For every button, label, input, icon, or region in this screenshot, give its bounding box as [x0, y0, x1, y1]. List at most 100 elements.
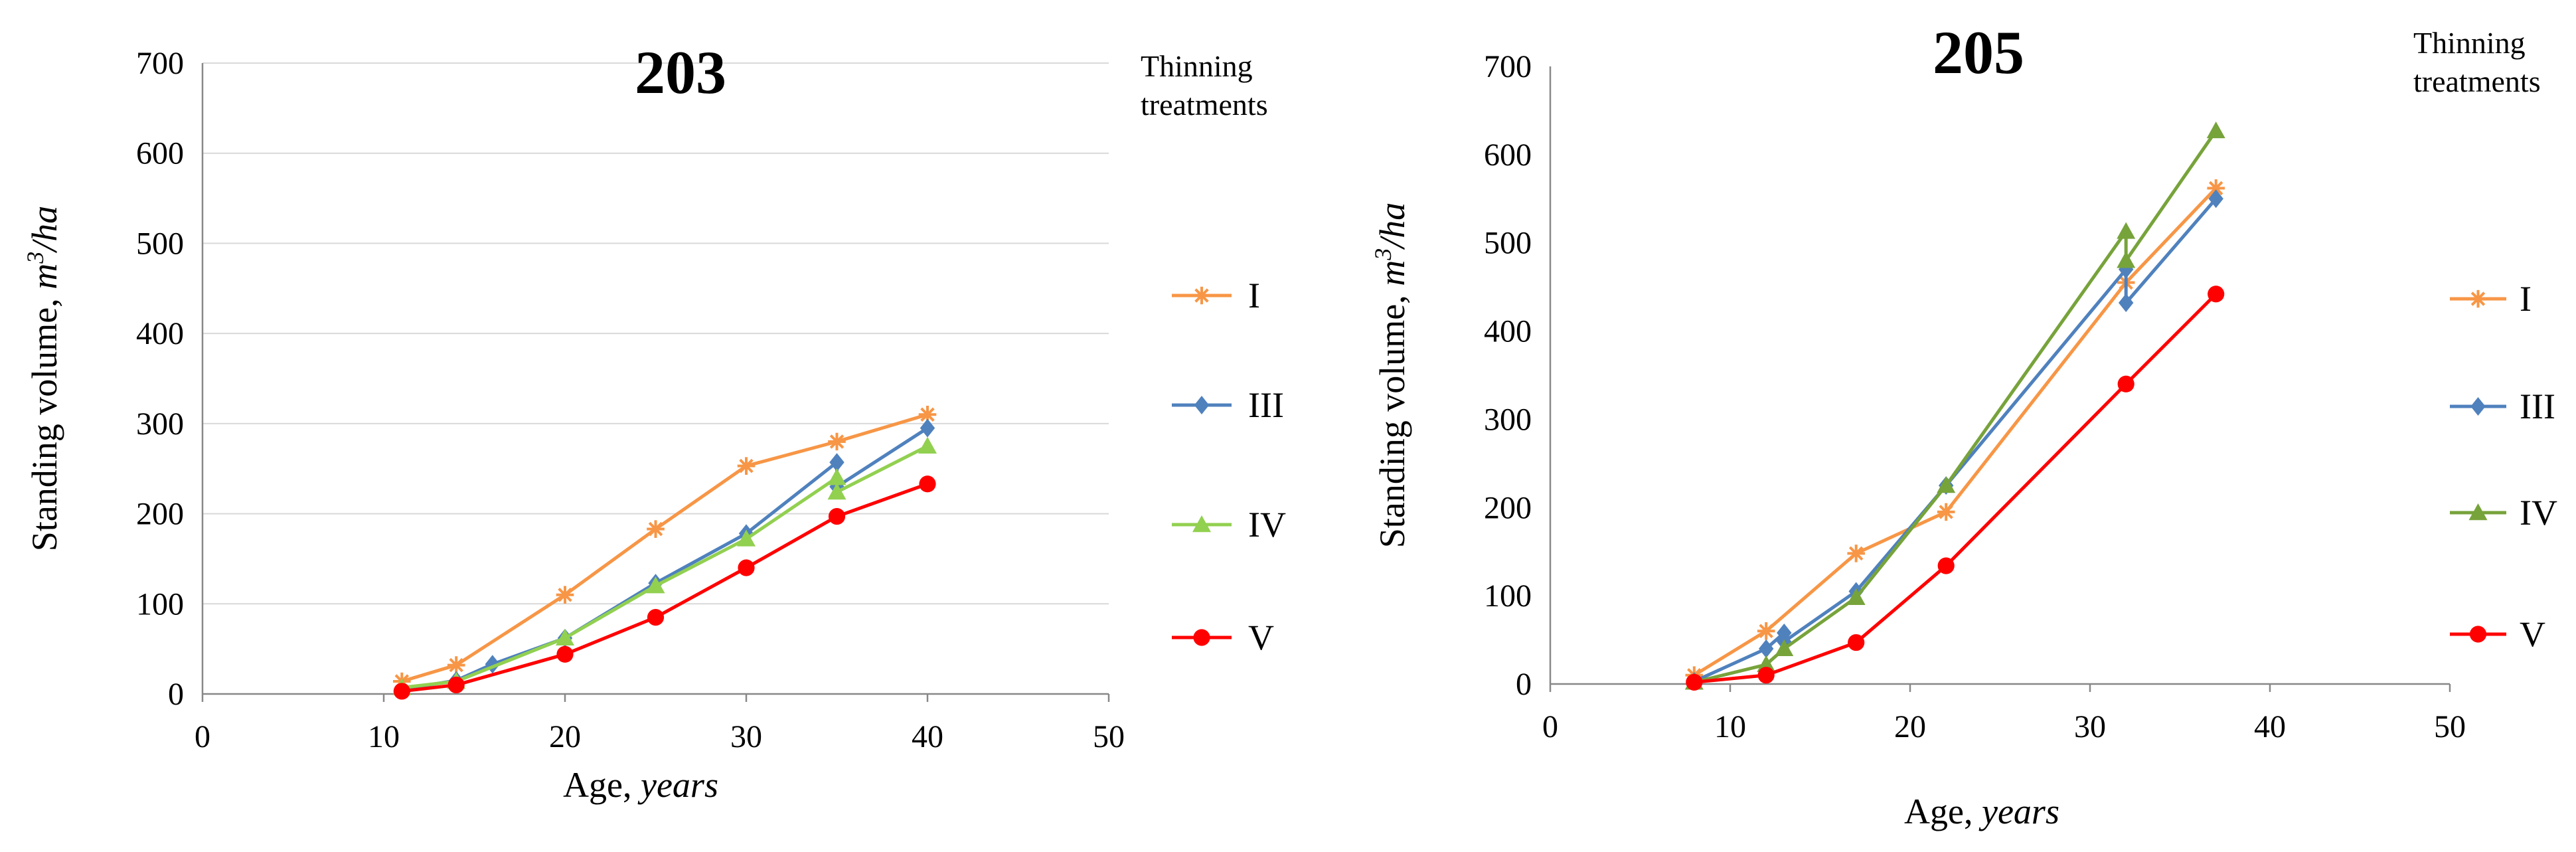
data-point-IV — [827, 468, 846, 485]
data-point-V — [2208, 286, 2225, 303]
data-point-V — [2117, 375, 2134, 392]
y-tick-label: 0 — [1516, 667, 1532, 702]
data-point-IV — [2117, 222, 2136, 239]
series-V — [1686, 286, 2225, 691]
chart-panel-203: 0 100 200 300 400 500 600 700 0 10 20 30 40 50 203 Stan… — [22, 39, 1286, 805]
x-tick-label: 10 — [1714, 709, 1746, 744]
data-point-IV — [737, 529, 756, 547]
data-point-V — [738, 559, 755, 576]
x-tick-label: 0 — [1542, 709, 1558, 744]
series-line-I — [401, 412, 928, 683]
legend-marker-III — [1194, 396, 1210, 414]
legend-label-IV: IV — [2520, 493, 2557, 533]
y-axis-unit-tail: /ha — [1372, 203, 1412, 250]
y-axis-label: Standing volume, m3/ha — [22, 206, 64, 552]
y-axis-unit-sup: 3 — [1370, 248, 1396, 261]
legend-label-V: V — [2520, 614, 2545, 654]
x-tick-label: 30 — [2074, 709, 2106, 744]
legend-label-I: I — [2520, 279, 2532, 319]
legend-title: Thinning — [1141, 49, 1253, 83]
legend-title: treatments — [1141, 88, 1268, 122]
x-tick-label: 0 — [195, 719, 210, 754]
y-tick-label: 400 — [1484, 314, 1532, 349]
x-tick-label: 40 — [2254, 709, 2286, 744]
data-point-I — [828, 432, 846, 451]
chart-title: 203 — [635, 39, 726, 106]
data-point-I — [1757, 622, 1775, 640]
y-tick-label: 400 — [136, 316, 184, 351]
data-point-V — [393, 683, 410, 700]
series-line-IV — [402, 444, 929, 689]
y-axis-label-text: Standing volume, — [25, 290, 64, 551]
data-point-V — [1757, 667, 1775, 684]
data-point-III — [485, 655, 500, 674]
y-tick-label: 600 — [136, 136, 184, 171]
y-tick-label: 0 — [168, 677, 184, 712]
data-point-IV — [1775, 639, 1794, 657]
x-tick-label: 30 — [730, 719, 762, 754]
legend-marker-I — [1192, 286, 1211, 305]
series-III — [394, 418, 935, 699]
legend-marker-III — [2470, 397, 2486, 416]
y-axis-unit-sup: 3 — [22, 252, 48, 264]
legend-title: treatments — [2413, 64, 2541, 98]
x-axis-label: Age, years — [563, 765, 718, 805]
data-point-III — [2119, 294, 2134, 313]
data-point-I — [647, 520, 665, 538]
y-tick-label: 300 — [1484, 402, 1532, 437]
y-axis-label-text: Standing volume, — [1372, 286, 1412, 548]
legend-label-I: I — [1248, 276, 1260, 315]
legend-marker-I — [2469, 290, 2487, 308]
y-tick-label: 200 — [1484, 490, 1532, 525]
data-point-I — [556, 586, 574, 604]
y-axis-unit-tail: /ha — [25, 206, 64, 254]
data-point-IV — [1937, 476, 1956, 493]
x-axis-unit: years — [637, 765, 718, 805]
legend-label-III: III — [1248, 385, 1284, 425]
data-point-V — [1686, 673, 1703, 691]
y-tick-label: 500 — [1484, 226, 1532, 261]
x-axis-label-text: Age, — [1904, 792, 1982, 831]
data-point-I — [737, 457, 756, 475]
x-axis-label-text: Age, — [563, 765, 641, 805]
series-IV — [1684, 121, 2225, 690]
data-point-IV — [918, 436, 937, 454]
x-tick-label: 10 — [368, 719, 400, 754]
data-point-IV — [646, 576, 665, 594]
y-tick-label: 600 — [1484, 137, 1532, 173]
data-point-IV — [827, 483, 846, 500]
x-axis-unit: years — [1978, 792, 2059, 831]
legend-label-IV: IV — [1248, 505, 1286, 545]
data-point-V — [647, 609, 665, 626]
y-tick-label: 100 — [1484, 578, 1532, 614]
series-line-I — [1693, 187, 2217, 677]
x-tick-label: 50 — [2434, 709, 2466, 744]
legend-label-V: V — [1248, 618, 1274, 657]
legend-title: Thinning — [2413, 26, 2526, 60]
y-tick-label: 200 — [136, 497, 184, 532]
legend-label-III: III — [2520, 386, 2555, 426]
legend-marker-V — [2469, 626, 2487, 643]
y-tick-label: 700 — [136, 46, 184, 81]
data-point-V — [1848, 634, 1865, 651]
series-I — [393, 405, 937, 691]
x-axis-label: Age, years — [1904, 792, 2059, 831]
legend-marker-V — [1193, 629, 1210, 646]
data-point-V — [556, 645, 574, 663]
legend-marker-IV — [2468, 503, 2488, 521]
y-tick-label: 300 — [136, 406, 184, 442]
y-axis-label: Standing volume, m3/ha — [1370, 203, 1412, 549]
series-line-IV — [1694, 129, 2217, 684]
data-point-IV — [2117, 251, 2136, 268]
data-point-V — [919, 475, 936, 493]
legend-marker-IV — [1192, 515, 1211, 533]
series-line-V — [1694, 293, 2217, 684]
data-point-IV — [1846, 588, 1866, 605]
data-point-IV — [1757, 655, 1776, 672]
data-point-I — [1847, 545, 1865, 562]
data-point-V — [447, 676, 465, 694]
series-I — [1685, 179, 2225, 685]
